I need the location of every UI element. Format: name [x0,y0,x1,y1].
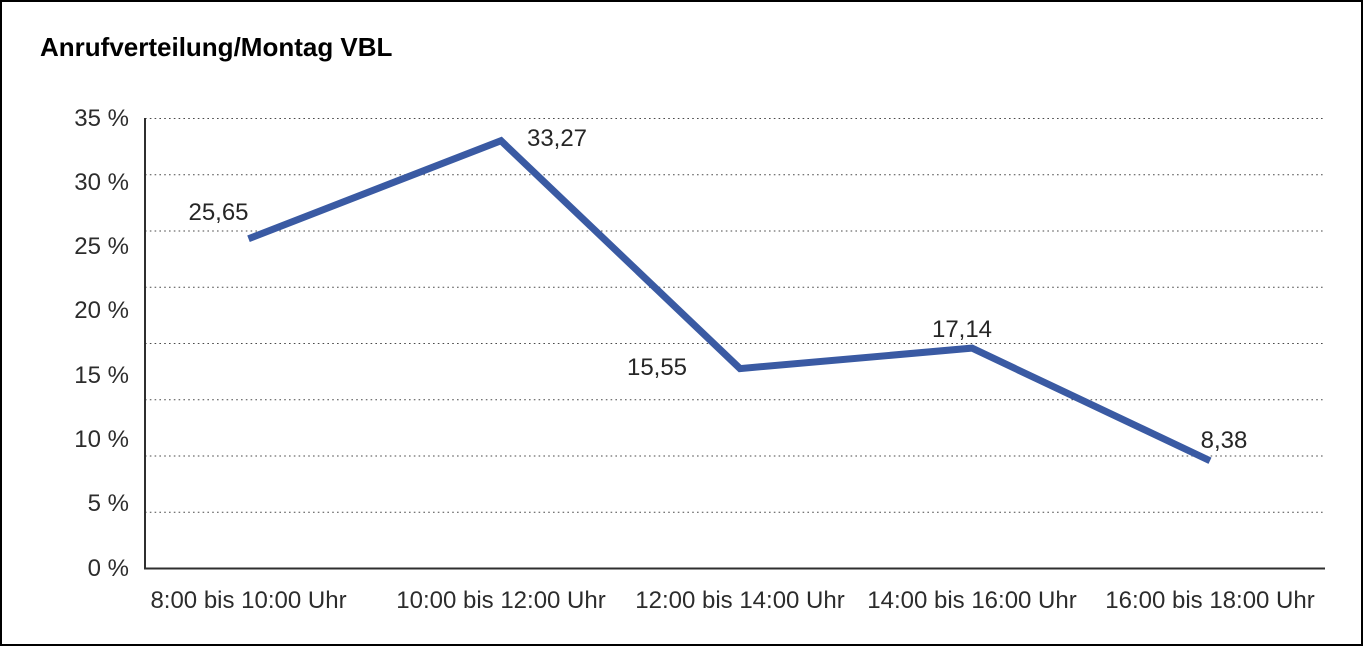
x-axis-category-label: 16:00 bis 18:00 Uhr [1105,587,1315,614]
y-axis-tick-label: 15 % [74,361,129,389]
data-point-value-label: 33,27 [526,124,588,152]
data-line [247,136,1212,464]
y-axis-tick-label: 0 % [87,554,129,582]
y-axis-tick-label: 5 % [87,490,129,518]
data-point-value-label: 25,65 [188,198,249,226]
y-axis-tick-label: 25 % [74,233,129,261]
y-axis-tick-label: 30 % [74,168,129,196]
y-axis-tick-label: 20 % [74,297,129,325]
x-axis-category-label: 8:00 bis 10:00 Uhr [150,587,347,614]
data-point-value-label: 17,14 [931,316,993,344]
x-axis-category-label: 12:00 bis 14:00 Uhr [635,587,845,614]
x-axis-category-label: 10:00 bis 12:00 Uhr [396,587,606,614]
x-axis-category-label: 14:00 bis 16:00 Uhr [867,587,1077,614]
data-point-value-label: 8,38 [1200,426,1248,454]
chart-title: Anrufverteilung/Montag VBL [40,32,393,62]
data-point-value-label: 15,55 [626,353,688,381]
y-axis-tick-label: 35 % [74,104,129,132]
y-axis-tick-label: 10 % [74,425,129,453]
